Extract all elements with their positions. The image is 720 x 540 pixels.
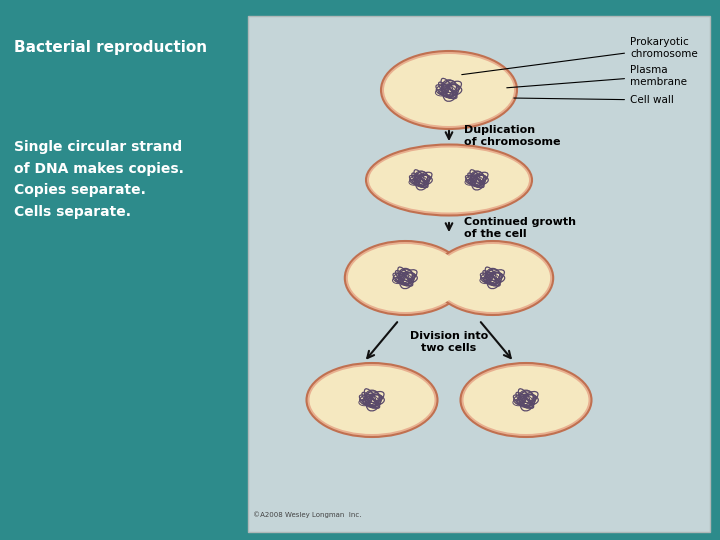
Ellipse shape xyxy=(348,244,463,312)
Text: Duplication
of chromosome: Duplication of chromosome xyxy=(464,125,560,147)
Text: Continued growth
of the cell: Continued growth of the cell xyxy=(464,217,576,239)
Ellipse shape xyxy=(381,51,517,129)
Ellipse shape xyxy=(310,366,434,434)
Text: Bacterial reproduction: Bacterial reproduction xyxy=(14,40,207,55)
Ellipse shape xyxy=(432,241,553,315)
Text: Cell wall: Cell wall xyxy=(514,95,674,105)
Ellipse shape xyxy=(369,147,529,213)
Ellipse shape xyxy=(307,363,438,437)
Text: Prokaryotic
chromosome: Prokaryotic chromosome xyxy=(462,37,698,75)
Ellipse shape xyxy=(345,241,466,315)
Ellipse shape xyxy=(435,244,550,312)
Text: Division into
two cells: Division into two cells xyxy=(410,331,488,353)
Text: ©A2008 Wesley Longman  Inc.: ©A2008 Wesley Longman Inc. xyxy=(253,511,361,518)
Ellipse shape xyxy=(366,145,532,215)
Ellipse shape xyxy=(461,363,592,437)
Ellipse shape xyxy=(464,366,588,434)
Text: Single circular strand
of DNA makes copies.
Copies separate.
Cells separate.: Single circular strand of DNA makes copi… xyxy=(14,140,184,219)
Text: Plasma
membrane: Plasma membrane xyxy=(507,65,687,88)
FancyBboxPatch shape xyxy=(248,16,710,532)
Ellipse shape xyxy=(384,54,514,126)
